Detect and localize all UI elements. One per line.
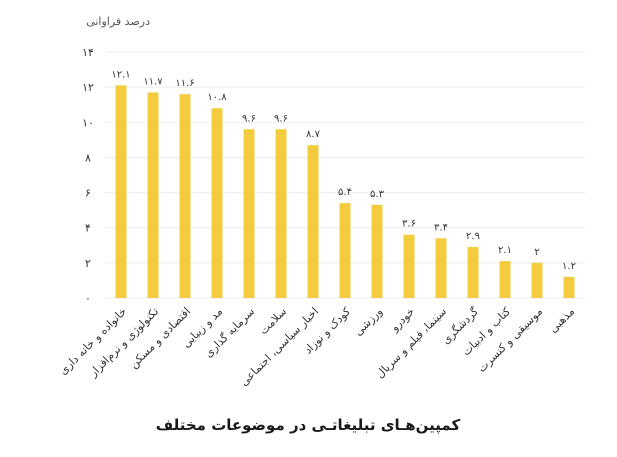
bar-value-label: ۱۱.۶	[175, 78, 194, 89]
bar	[403, 234, 415, 298]
bar	[211, 108, 223, 298]
bar	[115, 85, 127, 298]
bar	[499, 261, 511, 298]
bar-value-label: ۵.۴	[338, 187, 352, 198]
bar-value-label: ۸.۷	[306, 129, 321, 140]
bar	[275, 129, 287, 298]
bar	[467, 247, 479, 298]
y-tick-label: ۸	[85, 151, 91, 164]
y-tick-label: ۱۰	[82, 116, 94, 129]
bar	[243, 129, 255, 298]
y-tick-label: ۰	[85, 292, 91, 305]
bar-value-label: ۱.۲	[562, 261, 576, 272]
bar-value-label: ۱۱.۷	[143, 76, 163, 87]
bar	[435, 238, 447, 298]
bar-value-label: ۲.۱	[498, 245, 512, 256]
bar	[563, 276, 575, 298]
bar	[531, 262, 543, 298]
y-tick-label: ۱۴	[82, 46, 94, 59]
bar-value-label: ۳.۴	[434, 222, 448, 233]
bar	[307, 145, 319, 298]
bar-value-label: ۱۲.۱	[111, 69, 130, 80]
category-label: ورزشی	[352, 305, 385, 338]
bar-layer	[115, 85, 575, 299]
y-tick-label: ۶	[85, 187, 91, 200]
category-label: خودرو	[387, 305, 417, 335]
bar	[147, 92, 159, 299]
y-tick-label: ۲	[85, 257, 91, 270]
bar	[179, 94, 191, 299]
bar-value-label: ۵.۳	[370, 189, 385, 200]
y-tick-label: ۴	[85, 222, 91, 235]
bar-value-label: ۲.۹	[466, 231, 480, 242]
y-tick-label: ۱۲	[82, 81, 94, 94]
bar-value-label: ۹.۶	[274, 113, 288, 124]
bar	[339, 203, 351, 298]
chart-title: کمپین‌هـای تبلیغاتـی در موضوعات مختلف	[156, 416, 461, 435]
bar-value-label: ۱۰.۸	[207, 92, 227, 103]
bar-value-label: ۳.۶	[402, 219, 416, 230]
bar-value-label: ۹.۶	[242, 113, 256, 124]
bar	[371, 204, 383, 298]
bar-value-label: ۲	[534, 247, 539, 258]
category-label: مذهبی	[547, 305, 577, 335]
y-axis-label: درصد فراوانی	[86, 15, 150, 28]
